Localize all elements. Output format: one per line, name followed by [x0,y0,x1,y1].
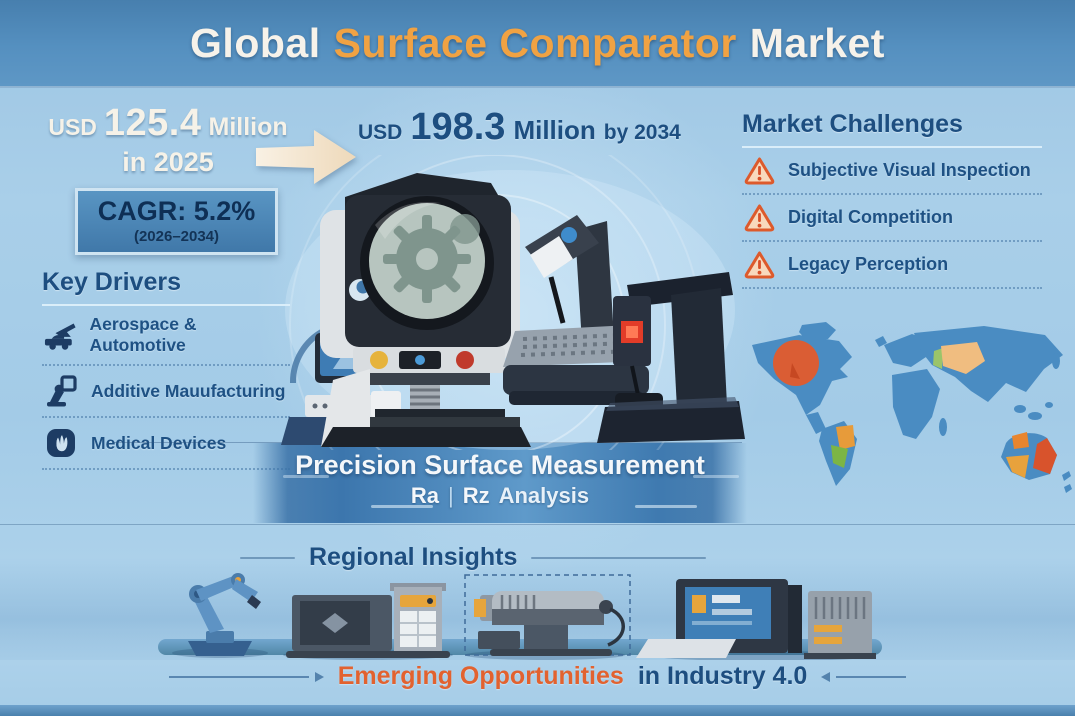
additive-manufacturing-icon [47,375,77,407]
warning-icon [744,157,775,185]
industrial-equipment-row-illustration [158,573,882,660]
market-challenge-row: Subjective Visual Inspection [742,148,1042,195]
unit-label: Million [513,115,596,145]
key-drivers-section: Key Drivers Aerospace & Automotive [42,268,290,470]
footer-tagline-row: Emerging Opportunities in Industry 4.0 [0,662,1075,691]
market-size-2034: USD 198.3 Million by 2034 [358,106,681,149]
market-size-2025-value-line: USD 125.4 Million [48,102,288,145]
decorative-dash [635,505,697,508]
surface-comparator-machines-illustration [281,155,745,450]
currency-label: USD [358,121,403,144]
cagr-badge: CAGR: 5.2% (2026–2034) [75,188,278,255]
warning-icon [744,204,775,232]
medical-devices-icon [47,429,75,457]
market-challenge-label: Digital Competition [788,207,953,227]
market-challenge-row: Legacy Perception [742,242,1042,289]
currency-label: USD [48,114,97,140]
market-challenge-label: Subjective Visual Inspection [788,160,1031,180]
key-driver-row: Aerospace & Automotive [42,306,290,366]
precision-banner: Precision Surface Measurement Ra | Rz An… [253,443,747,523]
market-challenges-section: Market Challenges Subjective Visual Insp… [742,110,1042,289]
aerospace-automotive-icon [44,323,76,350]
key-driver-row: Additive Mauufacturing [42,366,290,418]
regional-insights-heading-row: Regional Insights [240,543,707,572]
warning-icon [744,251,775,279]
analysis-label: Analysis [498,483,590,508]
cagr-value: CAGR: 5.2% [97,196,256,226]
gear-silhouette [383,214,480,303]
regional-highlights [773,340,1057,478]
growth-arrow-icon [256,130,356,184]
left-arrowhead-icon [821,671,831,682]
decorative-line [168,675,309,678]
right-arrowhead-icon [314,671,324,682]
heading-rule [42,304,290,306]
market-size-2034-period: by 2034 [603,121,681,144]
precision-banner-title: Precision Surface Measurement [295,450,705,480]
key-driver-label: Aerospace & Automotive [89,314,197,355]
footer-rest-text: in Industry 4.0 [637,662,808,690]
page-title-prefix: Global [190,19,321,66]
laser-marker-illustration [597,272,745,443]
robot-arm-illustration [172,573,268,658]
selected-motor-illustration [464,574,631,660]
divider-line [0,524,1075,525]
world-map-illustration [752,322,1072,493]
header-band: Global Surface Comparator Market [0,0,1075,88]
decorative-dash [283,475,329,478]
market-challenge-row: Digital Competition [742,195,1042,242]
bottom-border-band [0,705,1075,716]
decorative-dash [371,505,433,508]
control-station-illustration [636,579,876,660]
page-title-suffix: Market [749,19,885,66]
key-drivers-heading: Key Drivers [42,268,181,296]
inspection-console-illustration [283,583,453,660]
key-driver-label: Medical Devices [91,432,227,453]
decorative-line [240,556,295,559]
regional-insights-heading: Regional Insights [309,543,518,571]
optical-comparator-illustration [320,173,531,447]
ra-label: Ra [410,483,439,508]
rz-label: Rz [462,483,490,508]
cagr-range: (2026–2034) [133,228,220,245]
key-driver-row: Medical Devices [42,418,290,470]
market-size-2025-period: in 2025 [122,147,214,177]
footer-highlight-text: Emerging Opportunities [337,662,624,690]
unit-label: Million [208,113,288,141]
precision-banner-subtitle: Ra | Rz Analysis [253,483,747,509]
decorative-line [531,556,707,559]
decorative-line [836,675,907,678]
market-challenge-label: Legacy Perception [788,254,949,274]
heading-rule [742,146,1042,148]
market-challenges-heading: Market Challenges [742,110,963,138]
decorative-dash [693,475,739,478]
market-size-2025: USD 125.4 Million in 2025 [48,102,288,178]
market-size-2034-value: 198.3 [410,106,506,148]
key-driver-label: Additive Mauufacturing [91,380,286,401]
page-title-highlight: Surface Comparator [333,19,737,66]
separator: | [448,483,454,508]
market-size-2025-value: 125.4 [103,102,202,144]
